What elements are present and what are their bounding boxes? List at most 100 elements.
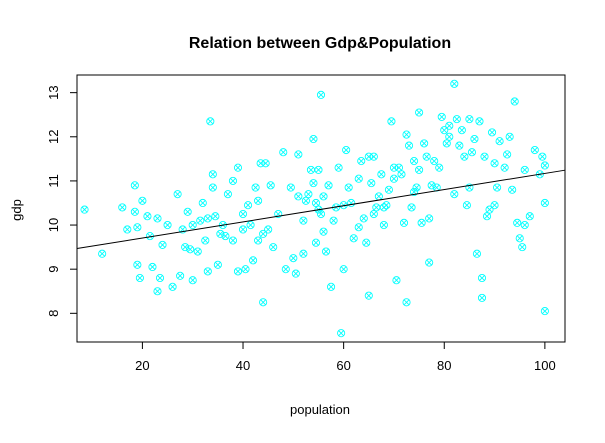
data-point-cross <box>187 246 194 253</box>
data-point <box>176 271 185 280</box>
data-point-cross <box>484 213 490 220</box>
data-point <box>450 79 459 88</box>
data-point <box>362 238 371 247</box>
data-point-cross <box>358 158 365 164</box>
data-point <box>372 203 381 212</box>
data-point-cross <box>164 222 171 228</box>
data-point-circle <box>178 225 187 234</box>
data-point <box>477 293 487 302</box>
data-point-cross <box>521 166 528 173</box>
x-tick-label: 100 <box>534 358 556 373</box>
data-point-cross <box>393 277 400 284</box>
data-point <box>304 190 313 199</box>
data-point <box>422 152 431 161</box>
data-point <box>399 218 409 227</box>
data-point <box>462 201 471 210</box>
data-point <box>485 205 494 214</box>
data-point <box>510 97 519 106</box>
data-point-circle <box>389 174 398 183</box>
data-point-cross <box>355 175 362 182</box>
data-point-cross <box>443 140 450 147</box>
data-point <box>377 170 386 179</box>
data-point-cross <box>388 118 395 125</box>
data-point <box>168 282 177 291</box>
data-point-cross <box>453 116 460 123</box>
data-point-circle <box>266 181 275 190</box>
data-point <box>404 141 414 150</box>
data-point-circle <box>503 150 512 159</box>
data-point-circle <box>364 152 373 161</box>
data-point <box>254 236 263 245</box>
data-point-circle <box>316 90 326 99</box>
data-point <box>445 132 454 141</box>
data-point-circle <box>404 141 414 150</box>
data-point <box>299 216 308 225</box>
data-point-circle <box>118 203 127 212</box>
data-point-cross <box>131 208 138 215</box>
data-point <box>319 227 328 236</box>
data-point-cross <box>541 308 548 315</box>
data-point <box>442 139 451 148</box>
data-point-circle <box>427 181 436 190</box>
data-point-circle <box>223 190 232 199</box>
data-point <box>135 273 144 283</box>
data-point-cross <box>541 162 548 169</box>
data-point-circle <box>264 225 273 234</box>
data-point <box>349 234 358 243</box>
data-point-circle <box>327 282 336 291</box>
data-point-circle <box>251 183 260 192</box>
data-point <box>221 232 230 241</box>
data-point <box>374 192 383 201</box>
data-point-circle <box>450 79 459 88</box>
data-point-cross <box>136 275 143 281</box>
data-point-circle <box>135 273 144 283</box>
data-point-cross <box>134 224 141 231</box>
data-point-cross <box>275 211 282 217</box>
data-point-circle <box>299 216 308 225</box>
data-point-cross <box>461 153 468 160</box>
data-point-circle <box>246 220 255 230</box>
data-point-circle <box>359 214 368 223</box>
data-point <box>482 212 492 221</box>
data-point-cross <box>516 235 523 242</box>
data-point-cross <box>370 153 377 160</box>
data-point-circle <box>415 108 424 117</box>
data-point-circle <box>480 152 489 161</box>
data-point-circle <box>294 192 303 201</box>
data-point-cross <box>290 255 297 262</box>
data-point <box>334 163 343 172</box>
data-point-cross <box>396 164 402 171</box>
data-point-circle <box>291 269 300 278</box>
data-point-circle <box>286 183 295 192</box>
data-point-circle <box>216 229 225 238</box>
data-point <box>228 236 238 245</box>
data-point <box>291 269 300 278</box>
data-point-cross <box>438 114 445 120</box>
data-point <box>493 183 502 192</box>
data-point <box>327 282 336 291</box>
data-point <box>254 196 263 205</box>
data-point <box>208 183 217 192</box>
data-point <box>457 126 466 135</box>
data-point-cross <box>295 151 302 158</box>
data-point <box>294 192 303 201</box>
data-point-cross <box>144 213 151 220</box>
data-point-circle <box>153 287 162 296</box>
data-point-circle <box>188 276 197 285</box>
data-point-circle <box>445 132 454 141</box>
data-point-circle <box>213 260 222 269</box>
data-point-circle <box>130 181 139 190</box>
data-point <box>430 157 439 166</box>
data-point-cross <box>292 270 299 277</box>
data-point-cross <box>287 184 294 191</box>
data-point-circle <box>259 298 268 307</box>
data-point-cross <box>300 250 307 257</box>
data-point-circle <box>133 223 142 232</box>
data-point-circle <box>344 183 353 192</box>
data-point-cross <box>247 222 254 228</box>
data-point <box>488 128 497 137</box>
data-point <box>538 152 547 161</box>
data-point-circle <box>435 163 444 172</box>
data-point-cross <box>242 266 249 273</box>
data-point-cross <box>496 138 503 145</box>
